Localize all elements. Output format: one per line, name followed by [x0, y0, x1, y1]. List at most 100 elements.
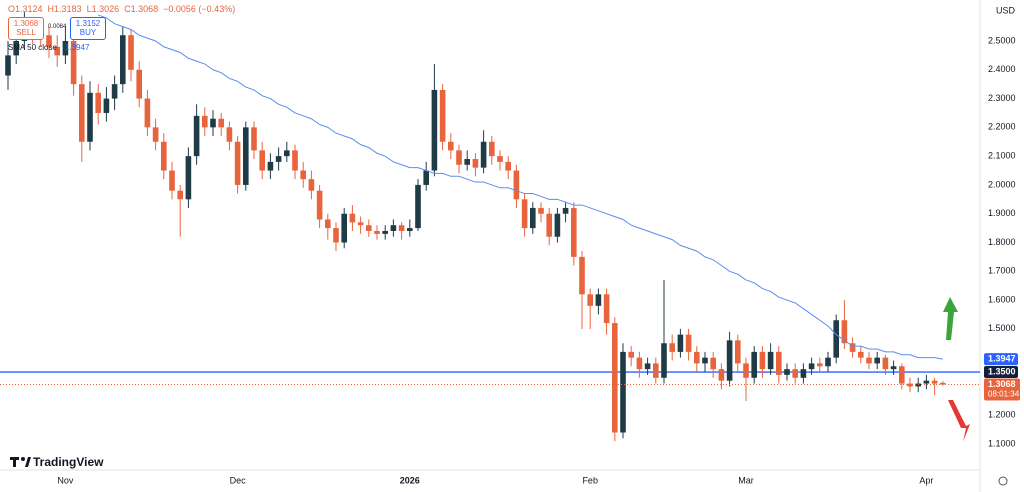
- candle-body: [54, 46, 60, 56]
- sell-button[interactable]: 1.3068 SELL: [8, 17, 44, 40]
- candle-body: [144, 98, 151, 128]
- settings-icon[interactable]: [998, 476, 1008, 486]
- candle-body: [784, 369, 790, 375]
- candle-body: [571, 207, 577, 257]
- x-tick-label: Mar: [738, 475, 754, 485]
- y-tick-label: 1.2000: [988, 410, 1016, 420]
- candle-body: [300, 170, 306, 180]
- candle-body: [931, 380, 938, 384]
- x-tick-label: Nov: [57, 475, 74, 485]
- candle-body: [907, 383, 913, 387]
- y-tick-label: 1.7000: [988, 266, 1016, 276]
- y-tick-label: 1.9000: [988, 208, 1016, 218]
- candle-body: [169, 170, 175, 191]
- y-tick-label: 1.1000: [988, 438, 1016, 448]
- candle-body: [562, 207, 569, 214]
- candle-body: [316, 190, 323, 220]
- candle-body: [882, 357, 889, 370]
- candle-body: [341, 213, 347, 243]
- candle-body: [111, 84, 118, 99]
- candle-body: [226, 127, 233, 142]
- currency: USD: [996, 5, 1016, 15]
- buy-button[interactable]: 1.3152 BUY: [70, 17, 106, 40]
- candle-body: [374, 230, 380, 234]
- candle-body: [759, 351, 766, 370]
- candle-body: [366, 225, 372, 231]
- indicator-legend: SMA 50 close 1.3947: [8, 43, 89, 52]
- candle-body: [128, 35, 134, 70]
- candle-body: [718, 369, 725, 381]
- candle-body: [817, 363, 823, 367]
- ohlc-legend: O1.3124 H1.3183 L1.3026 C1.3068 −0.0056 …: [8, 4, 235, 14]
- candle-body: [431, 89, 438, 171]
- candle-body: [456, 150, 462, 165]
- price-label-bg: [984, 378, 1020, 401]
- x-tick-label: Feb: [582, 475, 598, 485]
- candle-body: [726, 340, 733, 381]
- candle-body: [79, 84, 85, 142]
- candle-body: [808, 363, 815, 370]
- ohlc-item: O1.3124: [8, 4, 43, 14]
- candle-body: [202, 115, 208, 128]
- price-label: 1.3947: [988, 354, 1016, 364]
- candle-body: [751, 351, 757, 378]
- price-label-bg: [984, 366, 1018, 379]
- candle-body: [398, 225, 405, 231]
- candle-body: [357, 222, 364, 226]
- candle-body: [292, 150, 298, 171]
- candle-body: [677, 334, 684, 352]
- candle-body: [833, 320, 839, 358]
- candle-body: [480, 141, 487, 168]
- candle-body: [210, 118, 216, 128]
- candle-body: [5, 55, 11, 76]
- candle-body: [530, 207, 536, 229]
- candle-body: [800, 369, 807, 378]
- candle-body: [669, 343, 675, 352]
- indicator-name: SMA 50 close: [8, 43, 57, 52]
- candle-body: [595, 294, 602, 306]
- price-label: 1.3068: [988, 379, 1016, 389]
- spread: 0.0084: [48, 24, 67, 30]
- candle-body: [415, 184, 421, 229]
- x-tick-label: 2026: [400, 475, 420, 485]
- y-tick-label: 2.4000: [988, 64, 1016, 74]
- y-tick-label: 2.0000: [988, 179, 1016, 189]
- candle-body: [554, 213, 561, 237]
- candle-body: [849, 343, 856, 352]
- candle-body: [685, 334, 692, 352]
- candle-body: [546, 213, 552, 237]
- candle-body: [767, 351, 774, 370]
- candle-body: [497, 156, 503, 162]
- candle-body: [841, 320, 848, 344]
- candle-body: [661, 343, 667, 378]
- candle-body: [521, 199, 528, 229]
- candle-body: [161, 141, 167, 171]
- logo: [10, 457, 19, 460]
- candle-body: [152, 127, 159, 142]
- candle-body: [464, 159, 470, 165]
- candle-body: [890, 366, 897, 370]
- candle-body: [858, 351, 864, 358]
- candle-body: [792, 369, 798, 378]
- candle-body: [899, 366, 905, 384]
- x-tick-label: Dec: [230, 475, 247, 485]
- countdown: 08:01:34: [988, 390, 1020, 399]
- candle-body: [136, 69, 142, 99]
- x-tick-label: Apr: [919, 475, 933, 485]
- candle-body: [923, 380, 930, 384]
- brand: TradingView: [10, 455, 104, 469]
- candle-body: [439, 89, 446, 142]
- candle-body: [538, 207, 544, 214]
- candle-body: [177, 190, 183, 200]
- candle-body: [710, 357, 716, 370]
- candle-body: [70, 40, 77, 85]
- y-tick-label: 2.2000: [988, 122, 1016, 132]
- candles: [5, 12, 946, 442]
- buy-price: 1.3152: [75, 19, 101, 28]
- candle-body: [120, 35, 126, 85]
- arrow-up: [943, 297, 958, 340]
- logo: [25, 457, 31, 467]
- ohlc-item: L1.3026: [86, 4, 120, 14]
- arrow-down: [948, 400, 970, 442]
